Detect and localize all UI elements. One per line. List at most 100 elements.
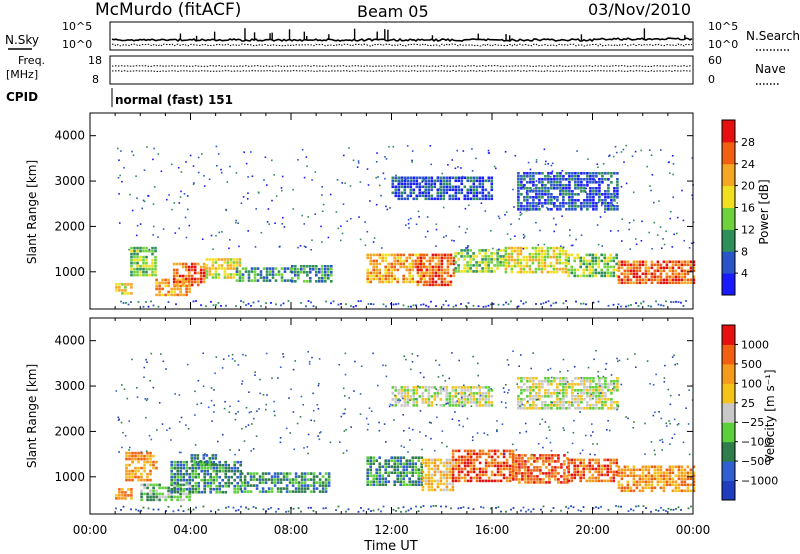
echo-cell <box>437 277 441 281</box>
echo-cell <box>463 449 467 453</box>
echo-cell <box>244 267 248 270</box>
echo-cell <box>439 188 443 192</box>
echo-cell <box>276 475 280 478</box>
echo-cell <box>439 386 443 389</box>
echo-cell <box>424 386 428 389</box>
echo-cell <box>409 395 413 398</box>
echo-cell <box>264 478 268 481</box>
echo-cell <box>303 280 306 283</box>
echo-speckle <box>600 505 602 508</box>
echo-cell <box>550 395 553 398</box>
echo-cell <box>220 264 224 267</box>
echo-cell <box>439 191 443 195</box>
echo-speckle <box>688 389 690 391</box>
echo-cell <box>579 461 582 465</box>
echo-speckle <box>216 165 218 167</box>
echo-speckle <box>194 414 196 416</box>
echo-cell <box>586 404 589 407</box>
echo-speckle <box>518 218 520 220</box>
echo-cell <box>612 458 615 462</box>
echo-speckle <box>372 241 375 243</box>
echo-cell <box>609 461 612 465</box>
echo-speckle <box>425 304 427 307</box>
echo-cell <box>573 473 576 477</box>
echo-speckle <box>594 179 596 181</box>
echo-cell <box>270 475 274 478</box>
echo-cell <box>472 188 476 192</box>
echo-cell <box>484 470 488 474</box>
echo-cell <box>565 407 568 410</box>
echo-cell <box>532 208 535 211</box>
echo-cell <box>556 187 559 190</box>
echo-cell <box>527 475 530 478</box>
echo-cell <box>439 458 443 462</box>
echo-cell <box>595 208 598 211</box>
echo-cell <box>431 274 435 278</box>
echo-cell <box>556 395 559 398</box>
echo-cell <box>300 478 304 481</box>
echo-speckle <box>242 353 244 356</box>
echo-cell <box>312 487 316 490</box>
echo-cell <box>517 193 520 196</box>
echo-cell <box>125 466 128 470</box>
echo-speckle <box>544 163 547 166</box>
echo-cell <box>585 274 588 278</box>
echo-cell <box>567 470 570 474</box>
echo-speckle <box>451 159 453 161</box>
echo-cell <box>580 383 583 386</box>
echo-cell <box>315 481 319 484</box>
echo-speckle <box>271 159 273 162</box>
echo-cell <box>653 474 657 478</box>
echo-cell <box>570 461 573 465</box>
echo-cell <box>235 261 239 264</box>
echo-speckle <box>683 239 685 242</box>
echo-speckle <box>228 411 231 413</box>
echo-speckle <box>407 218 410 221</box>
echo-speckle <box>444 380 447 382</box>
echo-speckle <box>579 452 582 455</box>
echo-cell <box>143 457 146 461</box>
echo-cell <box>665 275 669 279</box>
echo-cell <box>148 273 151 277</box>
echo-cell <box>481 452 485 456</box>
echo-cell <box>415 392 419 395</box>
echo-cell <box>559 190 562 193</box>
echo-cell <box>609 274 612 278</box>
echo-speckle <box>673 354 675 357</box>
echo-speckle <box>571 442 574 445</box>
echo-cell <box>137 454 140 458</box>
echo-cell <box>553 202 556 205</box>
echo-cell <box>330 280 333 283</box>
echo-cell <box>387 265 390 269</box>
echo-cell <box>421 185 425 189</box>
echo-cell <box>394 404 398 407</box>
echo-speckle <box>183 193 186 195</box>
echo-cell <box>490 255 493 258</box>
echo-cell <box>586 395 589 398</box>
echo-cell <box>493 461 497 465</box>
echo-cell <box>523 196 526 199</box>
echo-cell <box>381 259 384 263</box>
echo-cell <box>412 395 416 398</box>
echo-cell <box>481 467 485 471</box>
echo-cell <box>647 477 651 481</box>
echo-speckle <box>397 302 400 305</box>
echo-cell <box>300 484 304 487</box>
echo-cell <box>402 262 405 266</box>
echo-speckle <box>130 301 132 303</box>
echo-cell <box>490 252 493 255</box>
echo-speckle <box>377 508 380 511</box>
echo-cell <box>601 386 604 389</box>
echo-cell <box>121 289 124 292</box>
echo-cell <box>589 199 592 202</box>
echo-speckle <box>162 360 165 363</box>
echo-cell <box>626 266 630 270</box>
echo-cell <box>197 466 200 470</box>
echo-cell <box>233 484 236 488</box>
echo-cell <box>589 395 592 398</box>
echo-speckle <box>117 147 119 150</box>
echo-cell <box>312 481 316 484</box>
echo-speckle <box>495 167 497 170</box>
echo-speckle <box>235 219 237 222</box>
echo-cell <box>214 267 218 270</box>
